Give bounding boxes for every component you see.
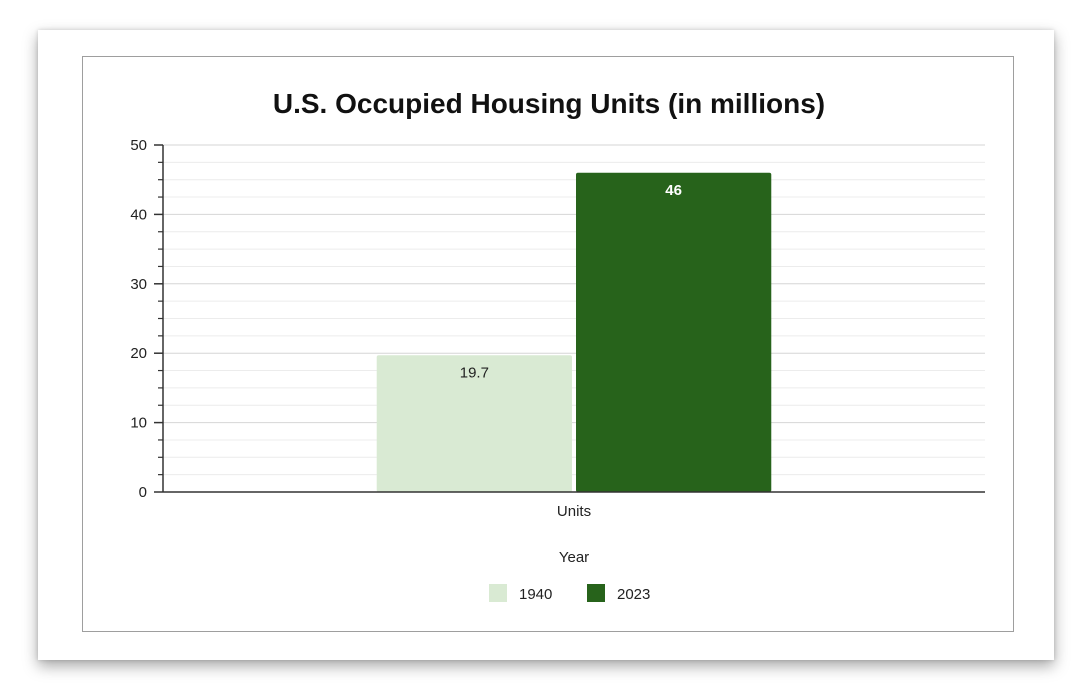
- legend: Year 1940 2023: [489, 549, 650, 603]
- y-tick-label: 50: [130, 137, 147, 154]
- data-label-1940: 19.7: [460, 364, 489, 381]
- bar-1940: [376, 355, 572, 492]
- legend-label-2023: 2023: [617, 586, 650, 603]
- y-tick-label: 10: [130, 415, 147, 432]
- data-label-2023: 46: [665, 182, 682, 199]
- chart-title: U.S. Occupied Housing Units (in millions…: [273, 88, 825, 119]
- y-axis: 0 10 20 30 40 50: [130, 137, 164, 501]
- y-tick-label: 0: [139, 484, 147, 501]
- legend-label-1940: 1940: [519, 586, 552, 603]
- bar-chart: U.S. Occupied Housing Units (in millions…: [130, 88, 985, 603]
- legend-title: Year: [559, 549, 589, 566]
- x-axis: Units: [163, 491, 985, 520]
- chart-frame: U.S. Occupied Housing Units (in millions…: [82, 56, 1014, 632]
- bars: 19.7 46: [376, 172, 772, 492]
- y-tick-label: 20: [130, 345, 147, 362]
- x-category-label: Units: [557, 503, 591, 520]
- y-tick-label: 40: [130, 206, 147, 223]
- chart-card: U.S. Occupied Housing Units (in millions…: [38, 30, 1054, 660]
- legend-swatch-2023: [587, 584, 605, 602]
- bar-2023: [576, 172, 772, 492]
- y-tick-label: 30: [130, 276, 147, 293]
- gridlines: [163, 144, 985, 476]
- legend-swatch-1940: [489, 584, 507, 602]
